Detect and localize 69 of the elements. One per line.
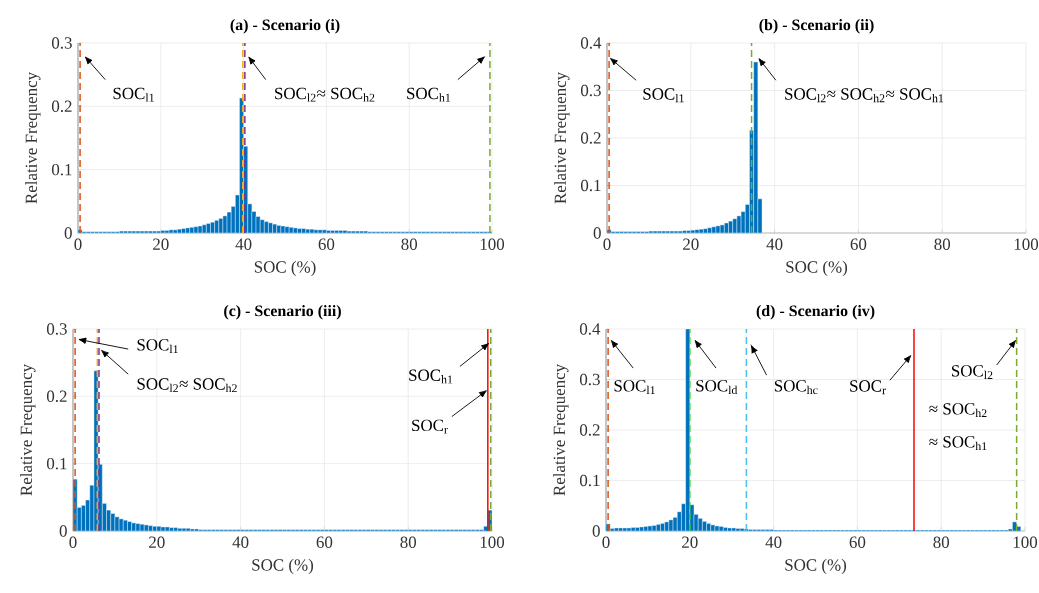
x-tick-label: 100 <box>480 238 505 250</box>
y-tick-label: 0.4 <box>580 37 602 49</box>
annotation: SOC$_{l2}$≈ SOC$_{h2}$ <box>275 87 375 102</box>
x-tick-label: 40 <box>232 536 249 548</box>
x-tick-label: 20 <box>682 536 698 548</box>
annotation: ≈ SOC$_{h2}$ <box>929 403 987 417</box>
annotation: SOC$_{h1}$ <box>407 87 451 102</box>
x-axis-title: SOC (%) <box>786 260 848 277</box>
y-axis-title: Relative Frequency <box>25 71 41 204</box>
y-axis-title: Relative Frequency <box>20 363 36 496</box>
x-tick-label: 0 <box>603 238 611 250</box>
y-tick-label: 0.4 <box>579 323 601 335</box>
y-axis-title: Relative Frequency <box>554 71 570 204</box>
x-tick-label: 20 <box>149 536 165 548</box>
chart-title: (d) - Scenario (iv) <box>756 305 875 320</box>
x-tick-label: 80 <box>400 536 417 548</box>
y-tick-label: 0.1 <box>579 474 600 487</box>
annotation: SOC$_{l1}$ <box>137 339 178 353</box>
x-tick-label: 60 <box>318 238 335 250</box>
x-axis-title: SOC (%) <box>252 558 314 575</box>
x-tick-label: 100 <box>480 536 505 548</box>
y-tick-label: 0 <box>592 525 600 537</box>
annotation: SOC$_{l2}$ <box>951 365 993 379</box>
x-tick-label: 20 <box>153 238 169 250</box>
y-tick-label: 0.3 <box>51 37 72 49</box>
x-tick-label: 40 <box>766 238 783 250</box>
x-tick-label: 40 <box>765 536 782 548</box>
chart-title: (c) - Scenario (iii) <box>224 305 341 320</box>
x-tick-label: 80 <box>933 536 950 548</box>
y-axis-title: Relative Frequency <box>553 363 569 496</box>
y-tick-label: 0.3 <box>46 323 67 335</box>
x-tick-label: 60 <box>850 238 867 250</box>
x-tick-label: 0 <box>602 536 610 548</box>
chart-title: (b) - Scenario (ii) <box>759 19 874 34</box>
y-tick-label: 0.1 <box>580 179 601 192</box>
y-tick-label: 0.1 <box>51 163 72 176</box>
annotation: SOC$_{r}$ <box>850 380 886 395</box>
x-axis-title: SOC (%) <box>785 558 847 575</box>
y-tick-label: 0.1 <box>46 457 67 470</box>
y-tick-label: 0.3 <box>579 373 600 386</box>
x-axis-title: SOC (%) <box>254 260 316 277</box>
x-tick-label: 100 <box>1014 238 1039 250</box>
annotation: SOC$_{l1}$ <box>113 87 154 102</box>
y-tick-label: 0.2 <box>580 132 601 144</box>
x-tick-label: 80 <box>934 238 951 250</box>
y-tick-label: 0 <box>64 227 72 239</box>
annotation: ≈ SOC$_{h1}$ <box>929 436 987 450</box>
x-tick-label: 80 <box>401 238 418 250</box>
x-tick-label: 40 <box>235 238 252 250</box>
y-tick-label: 0.3 <box>580 84 601 97</box>
y-tick-label: 0 <box>593 227 601 239</box>
x-tick-label: 100 <box>1013 536 1038 548</box>
annotation: SOC$_{r}$ <box>412 419 448 434</box>
y-tick-label: 0 <box>59 525 67 537</box>
y-tick-label: 0.2 <box>51 100 72 113</box>
x-tick-label: 20 <box>683 238 699 250</box>
annotation: SOC$_{hc}$ <box>774 380 818 395</box>
annotation: SOC$_{h1}$ <box>409 369 453 384</box>
chart-title: (a) - Scenario (i) <box>230 19 340 34</box>
x-tick-label: 60 <box>849 536 866 548</box>
y-tick-label: 0.2 <box>579 424 600 436</box>
x-tick-label: 60 <box>316 536 333 548</box>
annotation: SOC$_{l1}$ <box>643 88 684 103</box>
y-tick-label: 0.2 <box>46 390 67 403</box>
annotation: SOC$_{ld}$ <box>696 380 738 395</box>
annotation: SOC$_{l2}$≈ SOC$_{h2}$ <box>137 378 237 393</box>
annotation: SOC$_{l2}$≈ SOC$_{h2}$≈ SOC$_{h1}$ <box>785 88 944 103</box>
annotation: SOC$_{l1}$ <box>614 380 655 394</box>
x-tick-label: 0 <box>74 238 82 250</box>
